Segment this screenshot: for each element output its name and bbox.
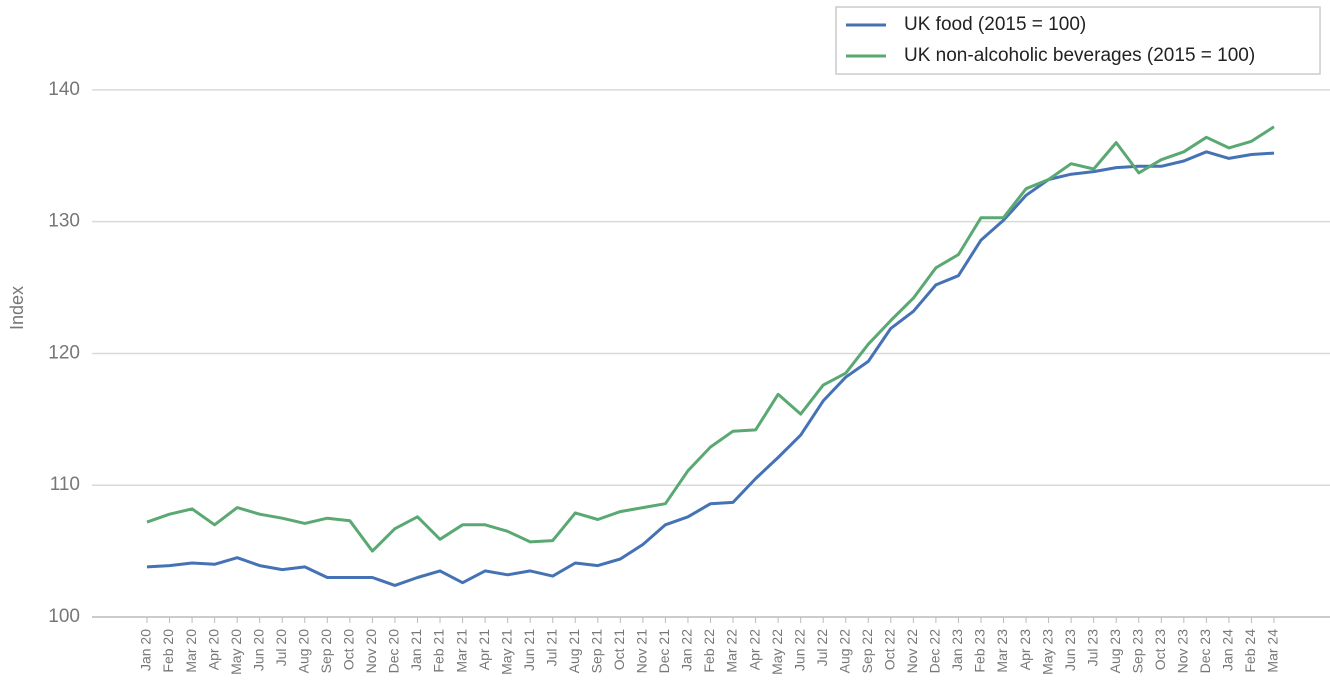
legend: UK food (2015 = 100) UK non-alcoholic bev… [835,6,1321,75]
x-tick-label: Nov 23 [1175,629,1191,674]
legend-label: UK food (2015 = 100) [904,14,1086,35]
x-tick-label: Nov 20 [363,629,379,674]
x-tick-label: Nov 22 [904,629,920,674]
x-tick-label: Jul 21 [543,629,559,667]
x-tick-label: Feb 24 [1242,629,1258,673]
x-tick-label: Jan 23 [949,629,965,671]
x-tick-label: Jun 22 [791,629,807,671]
x-tick-label: Apr 20 [205,629,221,670]
x-tick-label: Jan 24 [1220,629,1236,671]
x-tick-label: Oct 23 [1152,629,1168,670]
x-tick-label: Jun 23 [1062,629,1078,671]
x-tick-label: Mar 21 [453,629,469,673]
x-tick-label: Jul 22 [814,629,830,667]
x-tick-label: Sep 20 [318,629,334,674]
x-tick-label: Mar 20 [183,629,199,673]
x-tick-label: May 23 [1039,629,1055,675]
x-tick-label: Feb 22 [701,629,717,673]
x-tick-label: Sep 21 [589,629,605,674]
x-tick-label: May 22 [769,629,785,675]
x-tick-label: Dec 23 [1197,629,1213,674]
x-tick-label: Sep 23 [1129,629,1145,674]
x-tick-label: Dec 21 [656,629,672,674]
series-line [146,125,1275,553]
x-tick-label: Oct 21 [611,629,627,670]
y-tick-label: 100 [48,606,80,627]
x-tick-label: Jul 20 [273,629,289,667]
x-tick-label: Jun 21 [521,629,537,671]
x-tick-label: May 21 [498,629,514,675]
y-axis-label: Index [7,286,27,330]
x-tick-label: Aug 21 [566,629,582,674]
x-tick-label: Jan 20 [138,629,154,671]
x-tick-label: Mar 22 [724,629,740,673]
x-tick-label: Mar 23 [994,629,1010,673]
y-tick-label: 140 [48,79,80,100]
x-tick-label: Aug 23 [1107,629,1123,674]
x-tick-label: Jan 21 [408,629,424,671]
x-tick-label: Feb 21 [431,629,447,673]
x-tick-label: Nov 21 [634,629,650,674]
legend-box [835,6,1321,75]
x-tick-label: Dec 22 [927,629,943,674]
x-tick-label: Dec 20 [386,629,402,674]
x-tick-label: Feb 23 [972,629,988,673]
x-tick-label: Apr 21 [476,629,492,670]
x-tick-label: Jan 22 [679,629,695,671]
x-tick-label: May 20 [228,629,244,675]
x-tick-label: Oct 22 [882,629,898,670]
x-tick-label: Mar 24 [1265,629,1281,673]
x-tick-label: Aug 22 [836,629,852,674]
y-tick-label: 120 [48,342,80,363]
x-tick-label: Apr 23 [1017,629,1033,670]
x-tick-label: Feb 20 [160,629,176,673]
x-tick-label: Jun 20 [250,629,266,671]
x-tick-label: Oct 20 [341,629,357,670]
x-tick-label: Apr 22 [746,629,762,670]
y-tick-label: 130 [48,211,80,232]
legend-label: UK non-alcoholic beverages (2015 = 100) [904,45,1255,66]
series-line [146,150,1275,587]
x-tick-label: Sep 22 [859,629,875,674]
x-tick-label: Aug 20 [295,629,311,674]
x-tick-label: Jul 23 [1084,629,1100,667]
y-tick-label: 110 [50,474,80,495]
